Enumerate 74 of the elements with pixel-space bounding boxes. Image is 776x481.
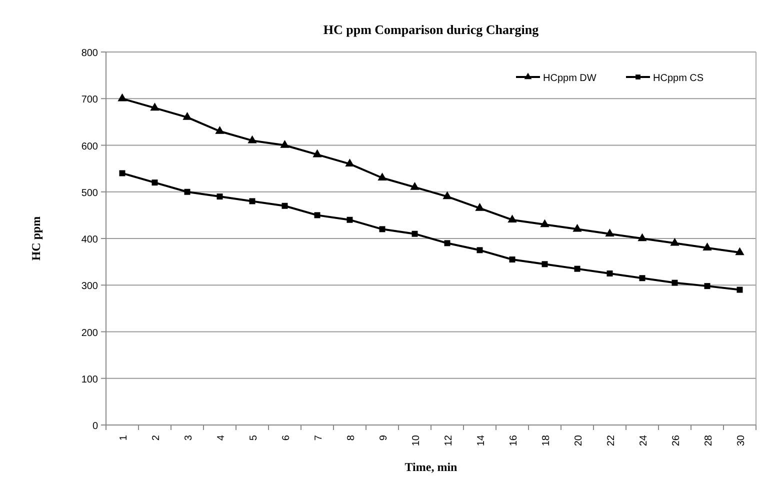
legend-label: HCppm DW — [543, 73, 597, 84]
point — [280, 140, 290, 148]
point — [704, 283, 710, 290]
point — [410, 182, 420, 190]
chart-title: HC ppm Comparison duricg Charging — [323, 22, 540, 37]
x-tick-label: 1 — [118, 434, 130, 441]
point — [150, 102, 160, 111]
y-tick-label: 400 — [81, 234, 98, 246]
point — [670, 238, 680, 246]
y-tick-label: 500 — [81, 188, 98, 199]
point — [574, 266, 580, 272]
point — [312, 149, 322, 158]
point — [736, 286, 743, 293]
point — [412, 230, 418, 237]
x-tick-label: 16 — [508, 434, 520, 446]
point — [735, 247, 744, 256]
point — [444, 240, 450, 246]
y-axis-title: HC ppm — [29, 216, 43, 261]
point — [118, 93, 127, 102]
point — [248, 135, 257, 144]
point — [442, 191, 452, 200]
point — [638, 233, 647, 242]
x-tick-label: 7 — [313, 434, 324, 441]
point — [508, 214, 517, 222]
point — [249, 198, 256, 204]
x-tick-label: 9 — [378, 434, 390, 441]
x-tick-label: 4 — [216, 434, 227, 441]
point — [542, 261, 548, 268]
y-tick-label: 100 — [81, 374, 98, 386]
x-tick-label: 30 — [736, 434, 747, 446]
y-tick-label: 600 — [81, 141, 98, 152]
legend-label: HCppm CS — [653, 73, 704, 84]
y-tick-label: 300 — [81, 281, 98, 292]
x-tick-label: 14 — [476, 434, 487, 446]
x-axis-title: Time, min — [404, 460, 458, 474]
y-tick-label: 700 — [81, 94, 98, 106]
point — [182, 112, 192, 120]
point — [345, 158, 354, 167]
x-tick-label: 24 — [638, 434, 650, 446]
point — [540, 219, 550, 228]
point — [702, 242, 712, 250]
point — [152, 180, 158, 186]
point — [672, 280, 678, 286]
point — [639, 275, 646, 282]
point — [378, 172, 387, 181]
x-tick-label: 2 — [150, 434, 162, 441]
x-tick-label: 12 — [443, 434, 454, 446]
point — [184, 188, 190, 195]
point — [606, 270, 613, 276]
x-tick-label: 8 — [346, 434, 357, 441]
point — [509, 256, 516, 262]
x-tick-label: 18 — [540, 434, 552, 446]
y-tick-label: 200 — [81, 328, 98, 339]
point — [314, 212, 320, 218]
x-tick-label: 22 — [606, 434, 617, 446]
y-tick-label: 800 — [81, 48, 98, 59]
point — [605, 228, 614, 236]
point — [215, 126, 224, 134]
point — [475, 202, 484, 211]
x-tick-label: 3 — [183, 434, 194, 441]
point — [476, 247, 483, 254]
x-tick-label: 5 — [248, 434, 260, 441]
point — [572, 224, 582, 232]
y-tick-label: 0 — [92, 421, 98, 432]
point — [379, 226, 386, 232]
x-tick-label: 28 — [703, 434, 714, 446]
point — [346, 216, 353, 223]
point — [282, 202, 288, 209]
point — [216, 194, 223, 200]
point — [119, 170, 126, 176]
x-tick-label: 26 — [670, 434, 682, 446]
x-tick-label: 6 — [280, 434, 292, 441]
x-tick-label: 20 — [573, 434, 584, 446]
x-tick-label: 10 — [410, 434, 422, 446]
